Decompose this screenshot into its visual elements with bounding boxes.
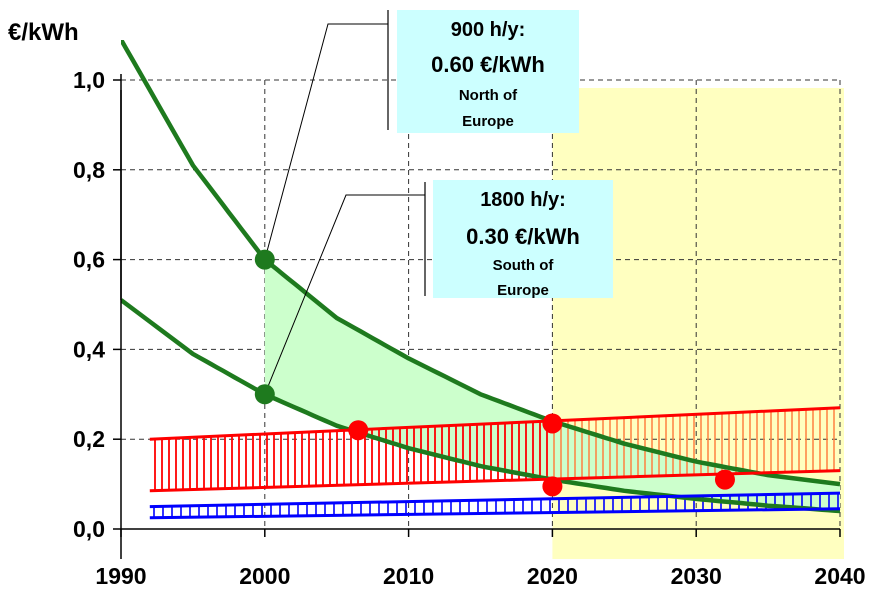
annotation-north: 900 h/y: 0.60 €/kWh North of Europe [397, 10, 579, 133]
red-hatch-band [149, 420, 553, 491]
y-tick-label-4: 0,8 [73, 157, 105, 183]
marker-1 [254, 384, 275, 405]
x-tick-label-3: 2020 [527, 563, 578, 589]
annotation-north-line3: North of [459, 87, 518, 104]
y-tick-labels: 0,0 0,2 0,4 0,6 0,8 1,0 [73, 67, 105, 542]
x-tick-label-1: 2000 [239, 563, 290, 589]
marker-3 [542, 413, 563, 434]
series-line-0 [121, 40, 841, 487]
annotation-north-box [397, 10, 579, 133]
x-tick-label-4: 2030 [671, 563, 722, 589]
annotation-south-line3: South of [493, 257, 555, 274]
y-tick-label-3: 0,6 [73, 247, 105, 273]
y-tick-label-2: 0,4 [73, 336, 105, 362]
annotation-south: 1800 h/y: 0.30 €/kWh South of Europe [433, 180, 613, 299]
annotation-south-box [433, 180, 613, 298]
annotation-north-line2: 0.60 €/kWh [431, 52, 545, 77]
y-tick-label-0: 0,0 [73, 516, 105, 542]
x-tick-label-0: 1990 [95, 563, 146, 589]
annotation-south-line1: 1800 h/y: [480, 189, 566, 211]
leader-north [264, 23, 388, 260]
markers [254, 249, 735, 497]
series-line-4 [149, 491, 841, 509]
series-line-2 [149, 406, 841, 441]
y-tick-label-1: 0,2 [73, 426, 105, 452]
marker-4 [542, 476, 563, 497]
annotation-north-line4: Europe [462, 113, 514, 130]
blue-hatch-band [149, 493, 841, 518]
series-line-1 [121, 298, 841, 514]
marker-5 [714, 469, 735, 490]
leader-south [264, 194, 425, 395]
y-axis-label: €/kWh [8, 19, 79, 46]
marker-0 [254, 249, 275, 270]
y-tick-label-5: 1,0 [73, 67, 105, 93]
x-tick-labels: 1990 2000 2010 2020 2030 2040 [95, 563, 865, 589]
annotation-south-line2: 0.30 €/kWh [466, 224, 580, 249]
annotation-north-line1: 900 h/y: [451, 19, 525, 41]
orange-hatch-band [552, 407, 840, 479]
x-tick-label-2: 2010 [383, 563, 434, 589]
axes [113, 74, 841, 559]
series-line-5 [149, 507, 841, 520]
annotation-leaders [120, 10, 426, 395]
marker-2 [348, 420, 369, 441]
x-tick-label-5: 2040 [814, 563, 865, 589]
annotation-south-line4: Europe [497, 282, 549, 299]
